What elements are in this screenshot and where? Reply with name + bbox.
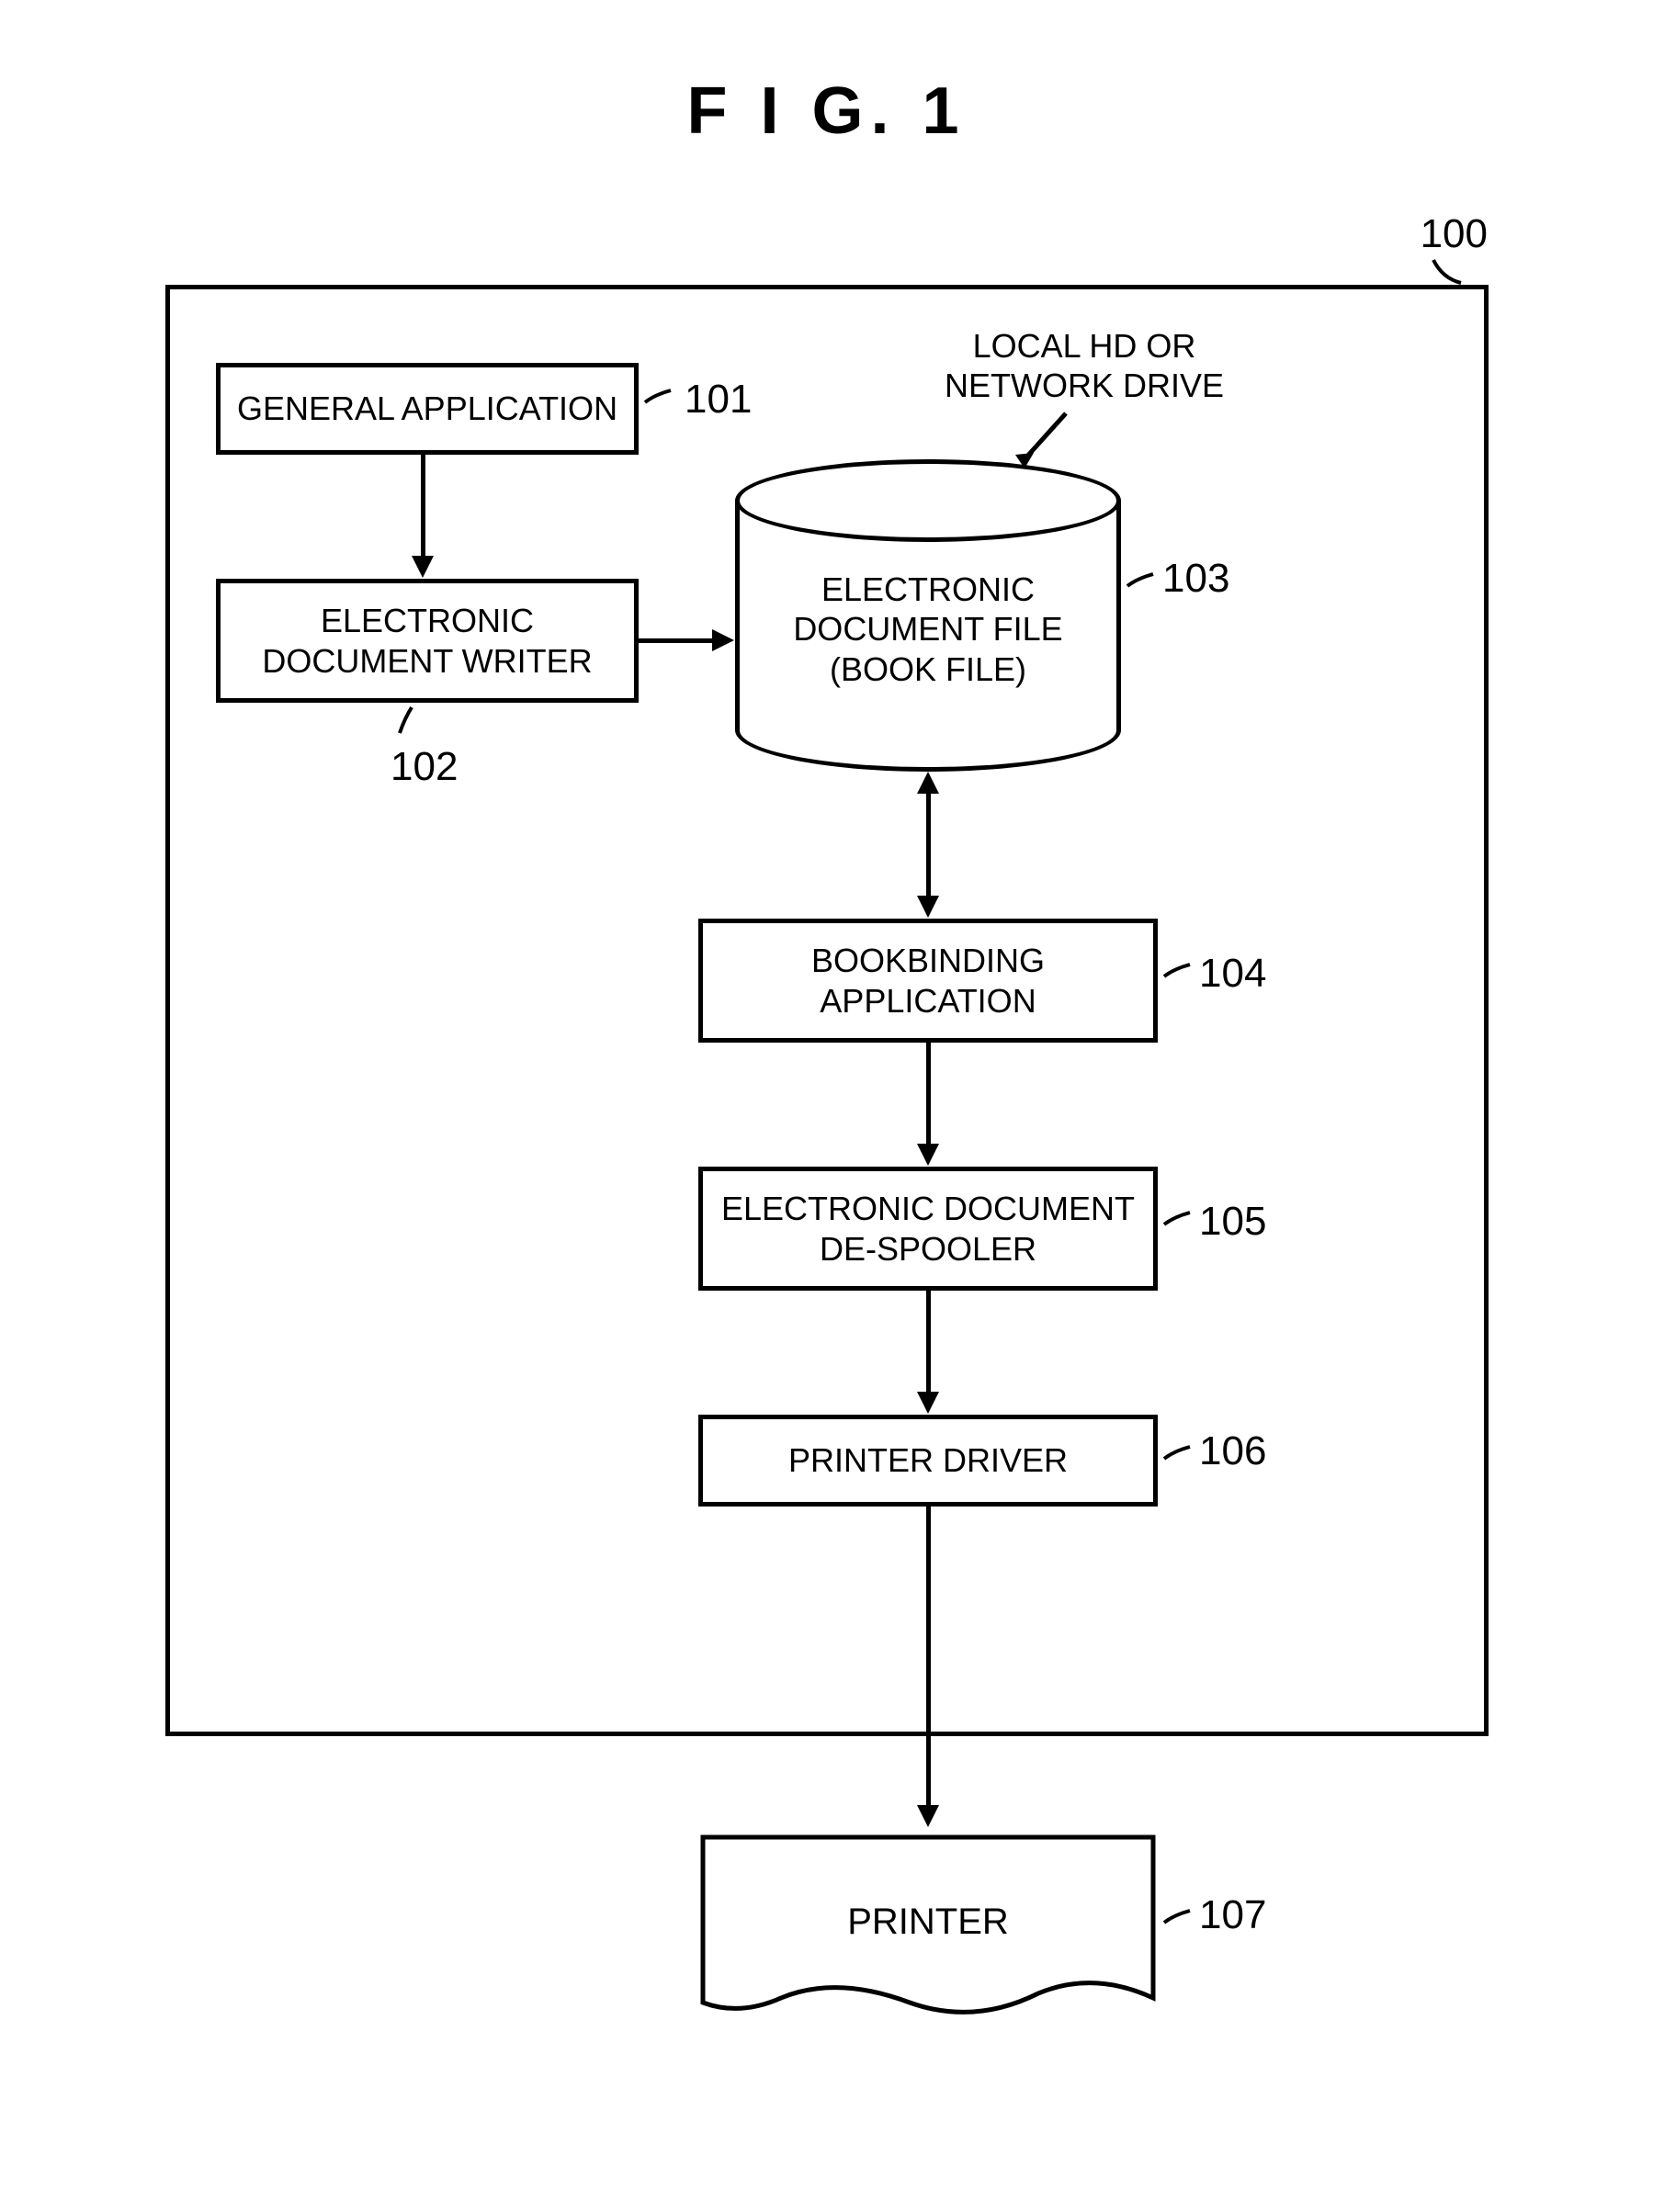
figure-title: F I G. 1 [686,73,966,149]
ref-tick-102 [395,705,427,738]
ref-label-103: 103 [1162,556,1229,602]
box-bookbinding: BOOKBINDINGAPPLICATION [698,919,1158,1043]
box-despooler: ELECTRONIC DOCUMENTDE-SPOOLER [698,1167,1158,1291]
box-label: GENERAL APPLICATION [237,389,617,428]
ref-tick-103 [1126,570,1158,602]
box-label: ELECTRONICDOCUMENT WRITER [262,601,592,680]
arrow-head [917,896,939,918]
arrow-head [917,1144,939,1166]
arrow-101-102 [421,455,425,560]
ref-label-105: 105 [1199,1199,1266,1245]
arrow-head [712,629,734,651]
ref-label-107: 107 [1199,1892,1266,1938]
ref-tick-105 [1162,1208,1194,1240]
ref-label-101: 101 [685,377,752,423]
arrow-head [412,556,434,578]
box-label: BOOKBINDINGAPPLICATION [811,941,1045,1020]
arrow-104-105 [926,1043,931,1148]
arrow-106-107 [926,1507,931,1810]
arrow-102-103 [639,638,717,643]
cylinder-document-file: ELECTRONICDOCUMENT FILE(BOOK FILE) [735,459,1121,772]
ref-label-106: 106 [1199,1428,1266,1474]
box-printer-driver: PRINTER DRIVER [698,1415,1158,1507]
ref-tick-107 [1162,1906,1194,1938]
printer-label: PRINTER [698,1902,1158,1943]
arrow-head [917,1392,939,1414]
box-label: ELECTRONICDOCUMENT FILE(BOOK FILE) [793,570,1062,689]
arrow-103-104 [926,790,931,900]
arrow-105-106 [926,1291,931,1396]
ref-tick-104 [1162,960,1194,992]
ref-tick-101 [643,386,675,418]
storage-label: LOCAL HD ORNETWORK DRIVE [937,326,1231,405]
box-document-writer: ELECTRONICDOCUMENT WRITER [216,579,639,703]
ref-label-102: 102 [391,744,458,790]
ref-label-100: 100 [1421,211,1488,257]
arrow-head [917,1805,939,1827]
box-general-application: GENERAL APPLICATION [216,363,639,455]
cylinder-top [735,459,1121,542]
ref-tick-106 [1162,1442,1194,1474]
box-label: PRINTER DRIVER [788,1440,1068,1480]
box-label: ELECTRONIC DOCUMENTDE-SPOOLER [721,1189,1135,1268]
ref-label-104: 104 [1199,951,1266,997]
